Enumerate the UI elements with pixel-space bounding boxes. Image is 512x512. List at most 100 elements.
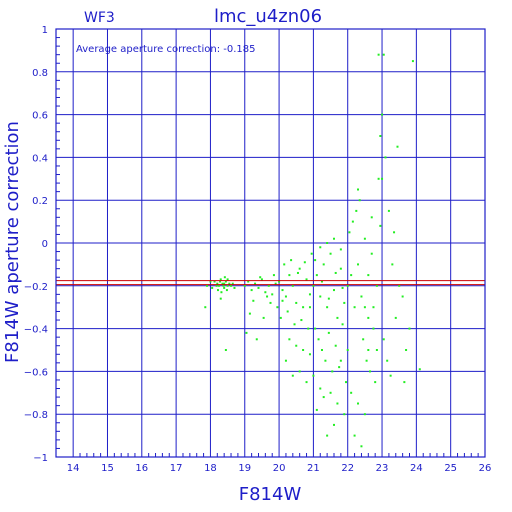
data-point: [308, 353, 311, 356]
data-point: [370, 216, 373, 219]
data-point: [377, 177, 380, 180]
data-point: [308, 306, 311, 309]
data-point: [365, 359, 368, 362]
data-point: [327, 297, 330, 300]
data-point: [259, 276, 262, 279]
data-point: [223, 282, 226, 285]
data-point: [224, 349, 227, 351]
data-point: [394, 316, 397, 319]
data-point: [355, 209, 358, 212]
data-point: [231, 282, 234, 285]
data-point: [319, 387, 322, 390]
x-tick-label: 15: [101, 463, 114, 474]
data-point: [411, 60, 414, 63]
data-point: [228, 282, 231, 285]
data-point: [338, 366, 341, 369]
data-point: [401, 295, 404, 298]
data-point: [211, 286, 214, 289]
data-point: [305, 278, 308, 281]
x-tick-label: 17: [170, 463, 183, 474]
data-point: [269, 301, 272, 304]
data-point: [350, 274, 353, 277]
average-annotation: Average aperture correction: -0.185: [76, 44, 256, 55]
data-point: [266, 295, 269, 298]
data-point: [219, 297, 222, 300]
y-tick-label: −0.8: [24, 410, 48, 421]
data-point: [372, 327, 375, 330]
data-point: [223, 276, 226, 279]
data-point: [372, 306, 375, 309]
data-point: [307, 327, 310, 330]
data-point: [308, 293, 311, 296]
x-tick-label: 25: [444, 463, 457, 474]
data-point: [382, 53, 385, 56]
y-tick-label: −1: [33, 453, 48, 464]
data-point: [393, 231, 396, 234]
grid-lines: [56, 29, 485, 457]
data-point: [271, 293, 274, 296]
data-point: [250, 289, 253, 292]
x-tick-label: 22: [341, 463, 354, 474]
data-point: [255, 338, 258, 341]
data-point: [290, 259, 293, 262]
data-point: [272, 274, 275, 277]
data-point: [293, 323, 296, 326]
data-points: [204, 53, 421, 448]
data-point: [374, 381, 377, 384]
x-tick-label: 18: [204, 463, 217, 474]
data-point: [375, 349, 378, 351]
data-point: [320, 349, 323, 351]
data-point: [351, 220, 354, 223]
y-tick-label: 1: [42, 25, 48, 36]
data-point: [283, 263, 286, 266]
data-point: [312, 374, 315, 377]
data-point: [362, 338, 365, 341]
data-point: [387, 209, 390, 212]
data-point: [260, 278, 263, 281]
data-point: [360, 445, 363, 448]
data-point: [248, 312, 251, 315]
data-point: [224, 280, 227, 283]
x-tick-label: 14: [67, 463, 80, 474]
data-point: [226, 278, 229, 281]
data-point: [281, 299, 284, 302]
y-tick-label: 0.2: [32, 196, 48, 207]
y-tick-label: 0: [42, 239, 48, 250]
data-point: [215, 284, 218, 287]
data-point: [358, 199, 361, 202]
data-point: [403, 381, 406, 384]
data-point: [315, 408, 318, 411]
data-point: [350, 391, 353, 394]
x-tick-labels: 14 15 16 17 18 19 20 21 22 23 24 25 26: [67, 463, 492, 474]
data-point: [286, 310, 289, 313]
data-point: [320, 280, 323, 283]
data-point: [225, 289, 228, 292]
data-point: [341, 323, 344, 326]
chart-title: lmc_u4zn06: [214, 6, 322, 27]
data-point: [262, 316, 265, 319]
data-point: [332, 423, 335, 426]
data-point: [398, 284, 401, 287]
data-point: [264, 291, 267, 294]
data-point: [222, 284, 225, 287]
data-point: [322, 396, 325, 399]
data-point: [377, 53, 380, 56]
data-point: [367, 274, 370, 277]
data-point: [326, 434, 329, 437]
data-point: [226, 284, 229, 287]
data-point: [247, 280, 250, 283]
data-point: [334, 344, 337, 347]
data-point: [221, 282, 224, 285]
y-tick-label: 0.6: [32, 111, 48, 122]
data-point: [276, 306, 279, 309]
data-point: [220, 291, 223, 294]
data-point: [267, 284, 270, 287]
data-point: [219, 278, 222, 281]
y-tick-label: 0.4: [32, 153, 48, 164]
data-point: [252, 299, 255, 302]
data-point: [254, 282, 257, 285]
data-point: [353, 434, 356, 437]
data-point: [345, 381, 348, 384]
data-point: [336, 402, 339, 405]
